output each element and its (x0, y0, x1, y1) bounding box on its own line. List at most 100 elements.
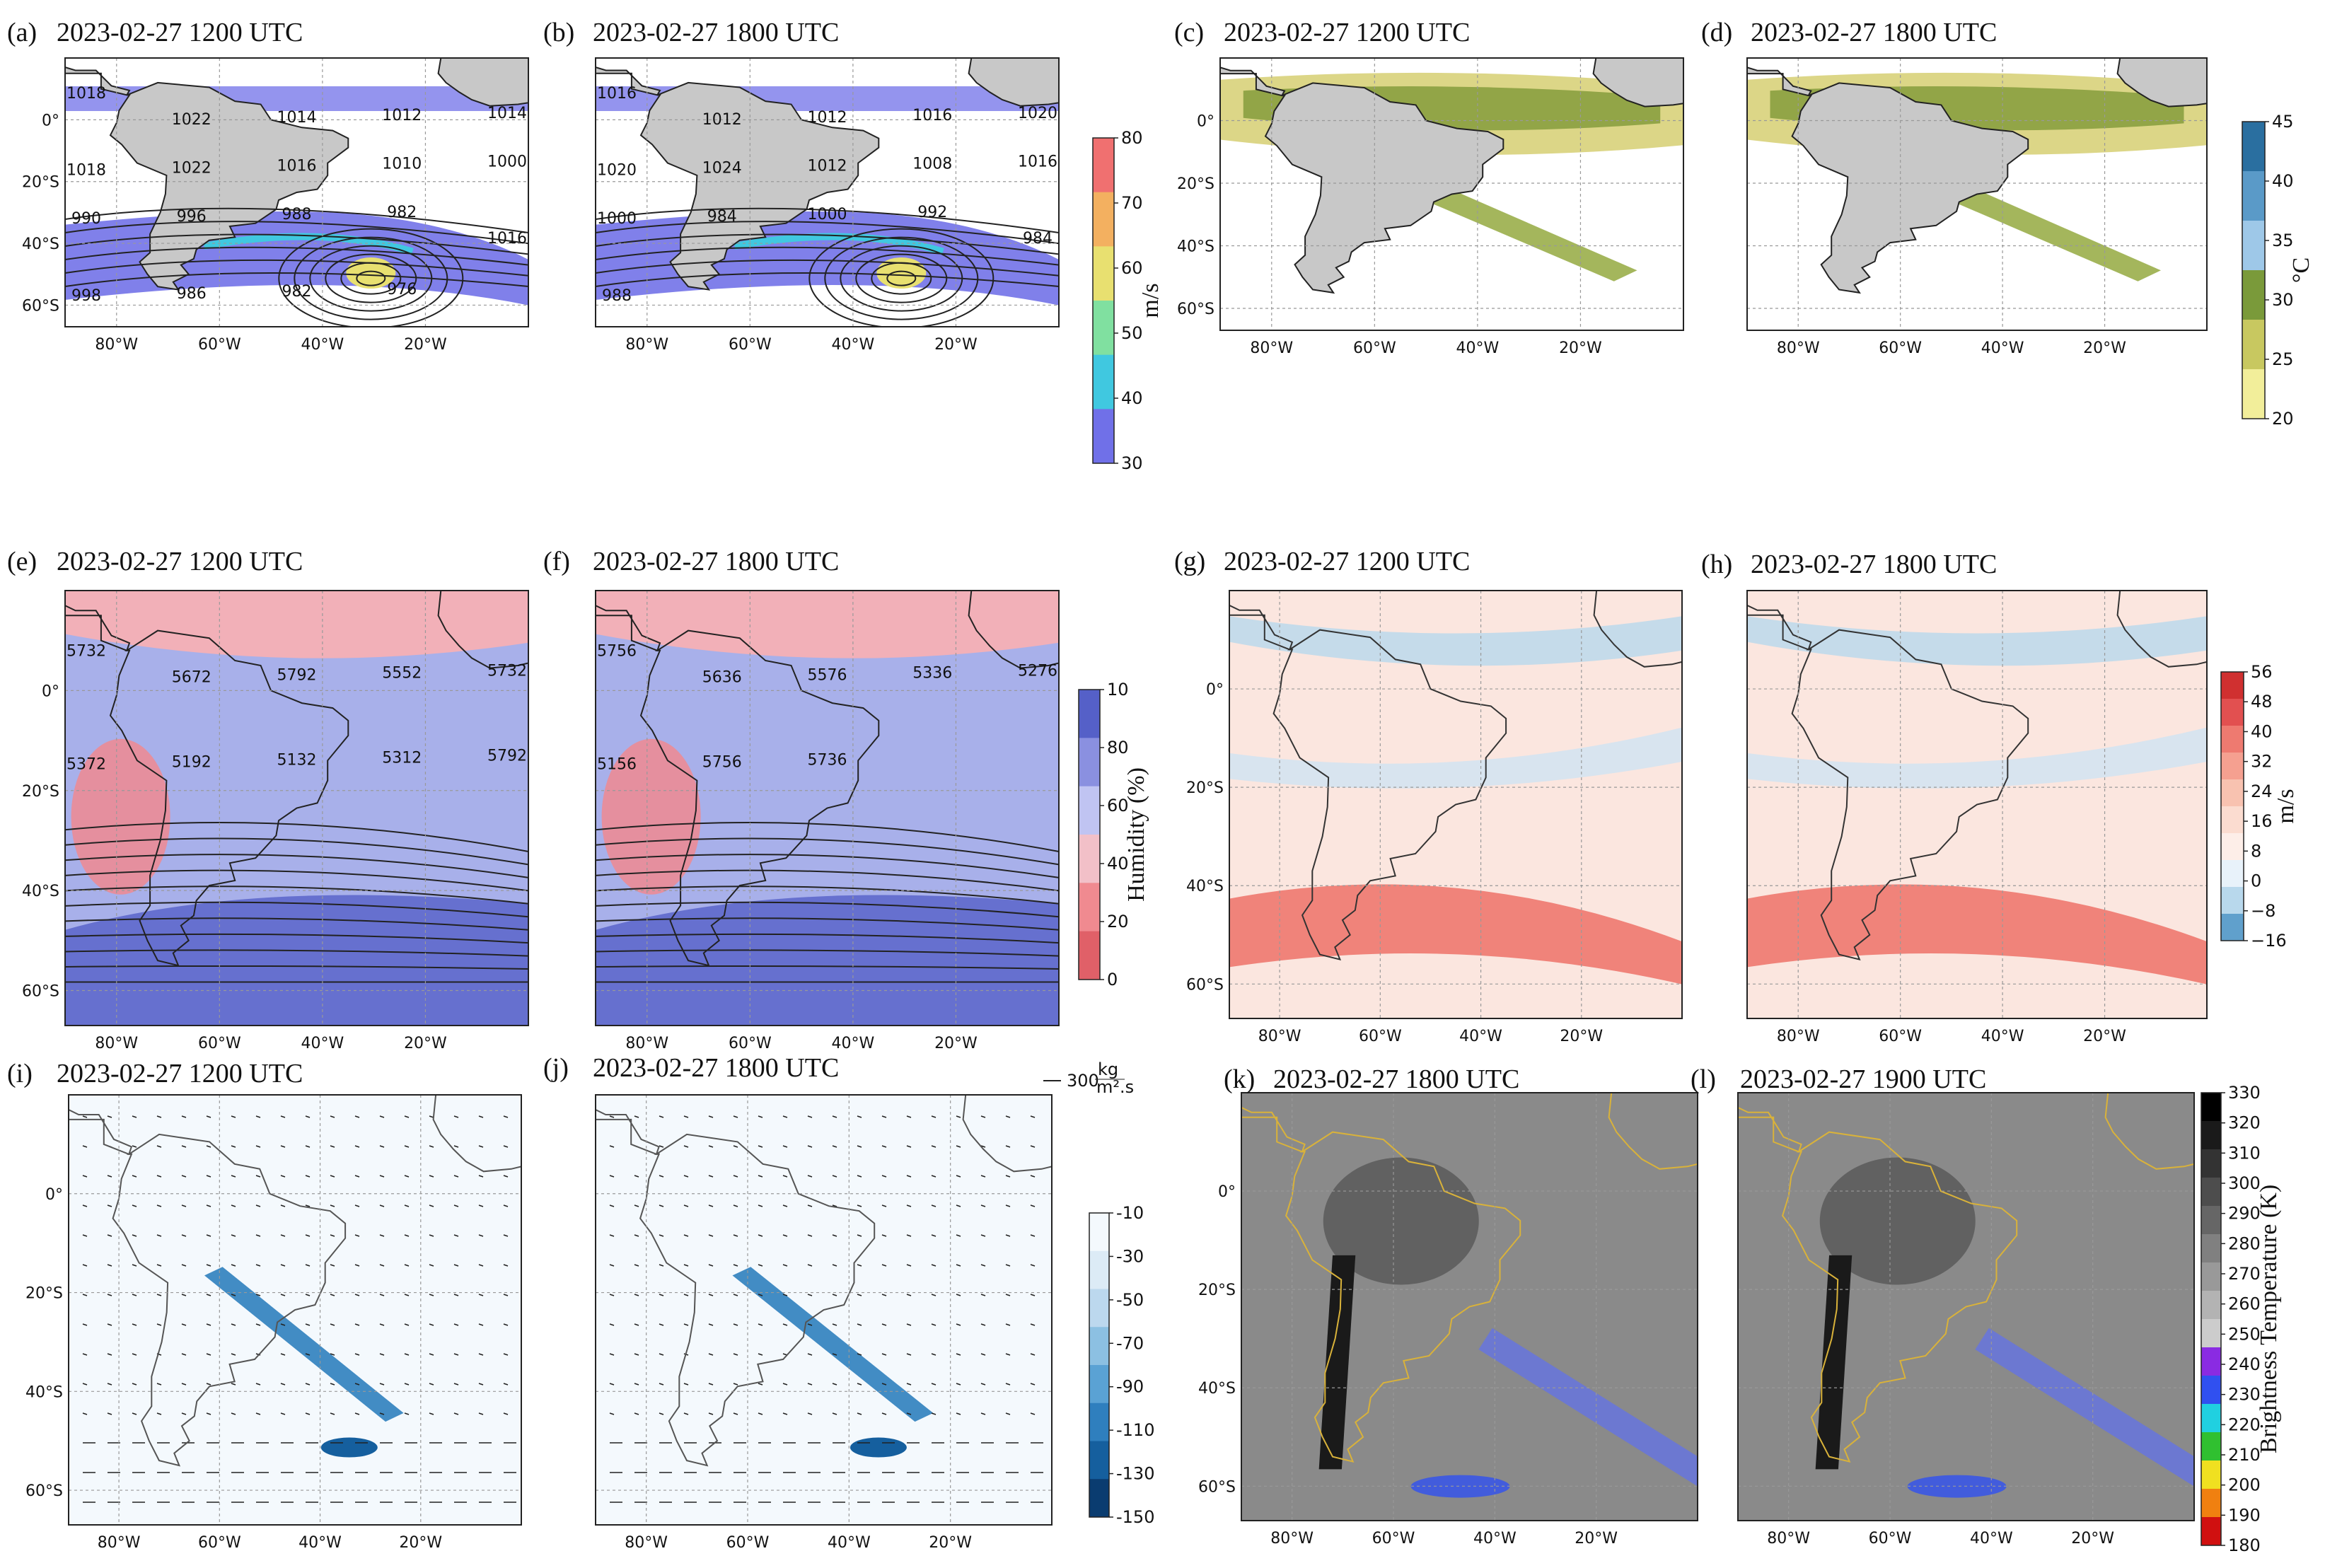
contour-label: 1012 (808, 109, 847, 127)
ivt-vector (478, 1353, 484, 1356)
ivt-vector (708, 1175, 714, 1178)
colorbar-swatch (1093, 301, 1114, 356)
ivt-vector (305, 1115, 311, 1118)
ivt-vector (181, 1264, 187, 1267)
ivt-vector (206, 1234, 211, 1237)
colorbar-tick-label: 220 (2228, 1415, 2261, 1434)
land-central-america (596, 605, 661, 652)
ivt-vector (379, 1264, 385, 1267)
lon-tick-label: 20°W (399, 1534, 442, 1552)
ivt-vector (354, 1412, 360, 1415)
colorbar-tick-label: 80 (1121, 128, 1143, 148)
ivt-vector (181, 1115, 187, 1118)
ivt-vector (1005, 1383, 1011, 1386)
colorbar-swatch (1079, 690, 1100, 738)
ivt-vector (906, 1323, 912, 1326)
land-africa (968, 58, 1059, 107)
ivt-vector (980, 1412, 986, 1415)
ivt-vector (404, 1234, 410, 1237)
panel-label: (e) (7, 547, 37, 576)
colorbar-tick-label: 250 (2228, 1324, 2261, 1344)
panel-time: 2023-02-27 1800 UTC (593, 18, 839, 47)
ivt-vector (107, 1294, 112, 1296)
contour-label: 998 (71, 287, 101, 305)
ivt-vector (758, 1234, 763, 1237)
colorbar-swatch (2221, 860, 2244, 888)
ivt-vector (782, 1204, 788, 1207)
colorbar-label: m/s (1137, 283, 1164, 318)
ivt-vector (231, 1383, 236, 1386)
lat-tick-label: 20°S (25, 1285, 63, 1303)
map-frame (1746, 57, 2208, 331)
colorbar-swatch (1089, 1250, 1109, 1289)
land-africa (962, 1095, 1052, 1173)
ivt-vector (354, 1353, 360, 1356)
ivt-vector (453, 1145, 459, 1148)
colorbar-tick-label: 24 (2251, 782, 2273, 801)
ivt-vector (503, 1383, 509, 1386)
lon-tick-label: 40°W (1970, 1530, 2013, 1547)
colorbar-swatch (1089, 1479, 1109, 1518)
ivt-vector (931, 1383, 937, 1386)
ivt-vector (881, 1175, 887, 1178)
ivt-vector (156, 1294, 162, 1296)
lon-tick-label: 60°W (1879, 1028, 1922, 1045)
map-frame (1219, 57, 1684, 331)
ivt-vector (453, 1175, 459, 1178)
map-frame (1229, 590, 1683, 1019)
ivt-vector (980, 1294, 986, 1296)
colorbar-tick-label: 0 (1107, 970, 1118, 989)
ivt-vector (956, 1264, 961, 1267)
contour-label: 990 (71, 210, 101, 228)
lat-tick-label: 60°S (22, 297, 59, 315)
ivt-vector (255, 1175, 261, 1178)
ivt-vector (231, 1294, 236, 1296)
lon-tick-label: 80°W (625, 1035, 668, 1052)
colorbar-frame (1078, 689, 1101, 980)
contour-label: 5792 (487, 748, 527, 765)
lon-tick-label: 60°W (726, 1534, 770, 1552)
ivt-vector (206, 1323, 211, 1326)
contour-label: 988 (602, 287, 632, 305)
panel-time: 2023-02-27 1200 UTC (1224, 18, 1470, 47)
ivt-vector (807, 1204, 813, 1207)
colorbar-swatch (2201, 1291, 2221, 1320)
ivt-vector (733, 1204, 738, 1207)
land-south-america (1264, 82, 1504, 294)
ivt-vector (931, 1353, 937, 1356)
lon-tick-label: 20°W (2083, 1028, 2126, 1045)
map-area (596, 1095, 1052, 1525)
panel-label: (j) (543, 1053, 569, 1083)
pressure-contour (65, 233, 528, 255)
contour-label: 5636 (702, 668, 742, 686)
ivt-vector (683, 1204, 689, 1207)
ivt-vector (82, 1323, 88, 1326)
ivt-vector (807, 1264, 813, 1267)
pressure-contour (65, 207, 528, 233)
ivt-vector (132, 1383, 137, 1386)
ivt-vector (807, 1294, 813, 1296)
ivt-vector (330, 1294, 335, 1296)
contour-label: 1012 (702, 111, 742, 129)
colorbar-swatch (1093, 192, 1114, 247)
ivt-vector (82, 1115, 88, 1118)
colorbar-tick-label: 330 (2228, 1083, 2261, 1103)
land-caribbean (137, 58, 144, 59)
ivt-vector (683, 1264, 689, 1267)
ivt-vector (156, 1412, 162, 1415)
ivt-vector (807, 1175, 813, 1178)
ivt-vector (379, 1353, 385, 1356)
panel-time: 2023-02-27 1200 UTC (1224, 547, 1470, 576)
ivt-vector (1005, 1145, 1011, 1148)
ivt-vector (1030, 1323, 1036, 1326)
ivt-vector (857, 1204, 862, 1207)
colorbar-tick-label: −8 (2251, 901, 2275, 921)
ivt-vector (906, 1412, 912, 1415)
ivt-vector (478, 1145, 484, 1148)
colorbar-swatch (1093, 409, 1114, 464)
moist-south (596, 895, 1059, 1026)
lat-tick-label: 20°S (1198, 1282, 1236, 1299)
dry-north (596, 591, 1059, 658)
colorbar-tick-label: -90 (1116, 1377, 1144, 1397)
reference-vector-value: 300 (1067, 1071, 1099, 1091)
